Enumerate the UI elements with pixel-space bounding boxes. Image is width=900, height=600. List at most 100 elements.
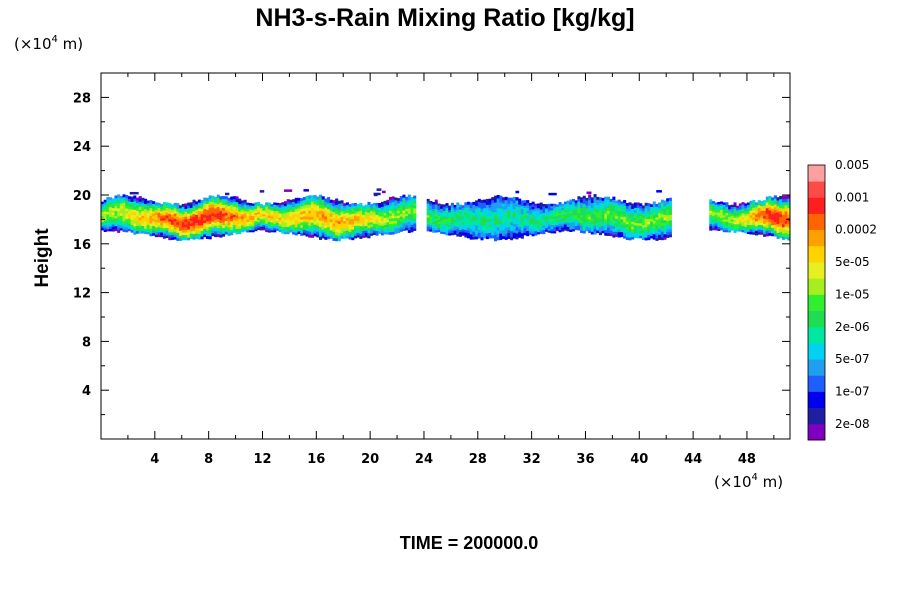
field-cell [566, 207, 570, 210]
field-cell [343, 205, 347, 209]
field-cell [205, 232, 209, 237]
field-cell [343, 218, 347, 222]
field-cell [617, 223, 621, 227]
field-cell [364, 223, 368, 226]
field-cell [117, 202, 121, 206]
field-cell [251, 223, 255, 227]
field-cell [660, 202, 664, 206]
field-cell [458, 222, 462, 226]
field-cell [510, 209, 514, 214]
field-cell [483, 205, 487, 209]
field-cell [281, 228, 285, 232]
field-cell [728, 226, 732, 229]
colorbar-swatch [808, 407, 825, 425]
field-cell [152, 225, 156, 229]
field-cell [200, 213, 204, 218]
field-cell [582, 219, 586, 223]
field-cell [345, 212, 349, 216]
field-cell [262, 210, 266, 213]
field-cell [596, 209, 600, 213]
field-cell [117, 229, 121, 233]
field-cell [620, 231, 624, 235]
field-cell [160, 222, 164, 226]
field-cell [620, 203, 624, 207]
field-cell [534, 232, 538, 236]
field-cell [445, 219, 449, 222]
field-cell [612, 216, 616, 221]
field-cell [192, 233, 196, 237]
field-cell [763, 205, 767, 209]
field-cell [531, 221, 535, 225]
field-cell [362, 210, 366, 213]
field-cell [450, 214, 454, 217]
field-cell [650, 226, 654, 229]
field-cell [187, 226, 191, 230]
field-cell [101, 209, 105, 213]
colorbar-swatch [808, 262, 825, 279]
field-cell [746, 204, 750, 208]
field-cell [238, 211, 242, 214]
field-cell [380, 211, 384, 215]
field-cell [450, 202, 454, 206]
field-cell [569, 199, 573, 203]
field-cell [109, 204, 113, 208]
field-cell [235, 215, 239, 219]
field-cell [397, 230, 401, 233]
field-cell [784, 226, 788, 230]
field-cell [224, 207, 228, 211]
field-cell [302, 216, 306, 220]
field-cell [168, 231, 172, 235]
field-cell [615, 210, 619, 214]
field-cell [760, 232, 764, 235]
field-cell [493, 195, 497, 200]
field-cell [273, 206, 277, 210]
field-cell [461, 224, 465, 228]
field-cell [768, 221, 772, 225]
field-cell [558, 208, 562, 211]
field-cell [144, 228, 148, 232]
field-cell [144, 208, 148, 212]
field-cell [375, 207, 379, 211]
field-cell [189, 236, 193, 239]
field-cell [133, 217, 137, 221]
field-cell [504, 199, 508, 204]
field-cell [181, 206, 185, 210]
field-cell [641, 210, 646, 214]
field-cell [353, 212, 358, 216]
field-cell [628, 215, 632, 219]
field-cell [520, 205, 524, 209]
field-cell [741, 221, 745, 224]
field-cell [286, 216, 290, 220]
field-cell [787, 227, 791, 231]
colorbar-frame [807, 164, 826, 441]
field-cell [337, 229, 341, 233]
field-cell [720, 205, 724, 208]
field-cell [641, 232, 646, 236]
field-cell [496, 233, 500, 238]
field-cell [757, 219, 761, 223]
field-cell [141, 200, 145, 204]
field-cell [504, 230, 508, 234]
field-cell [612, 231, 616, 235]
field-cell [348, 229, 352, 233]
field-cell [133, 203, 137, 207]
field-cell [668, 225, 672, 229]
field-cell [499, 223, 503, 228]
field-cell [472, 233, 476, 237]
field-cell [483, 224, 487, 228]
field-cell [456, 204, 460, 208]
field-cell [426, 205, 430, 209]
field-cell [305, 224, 309, 228]
field-cell [515, 233, 519, 237]
field-cell [768, 210, 772, 214]
field-cell [413, 198, 417, 201]
field-cell [144, 198, 148, 202]
field-cell [461, 215, 465, 219]
field-cell [569, 204, 573, 207]
field-cell [606, 221, 611, 225]
field-cell [224, 196, 228, 200]
field-cell [668, 234, 672, 238]
field-cell [545, 219, 549, 223]
field-cell [181, 237, 185, 241]
